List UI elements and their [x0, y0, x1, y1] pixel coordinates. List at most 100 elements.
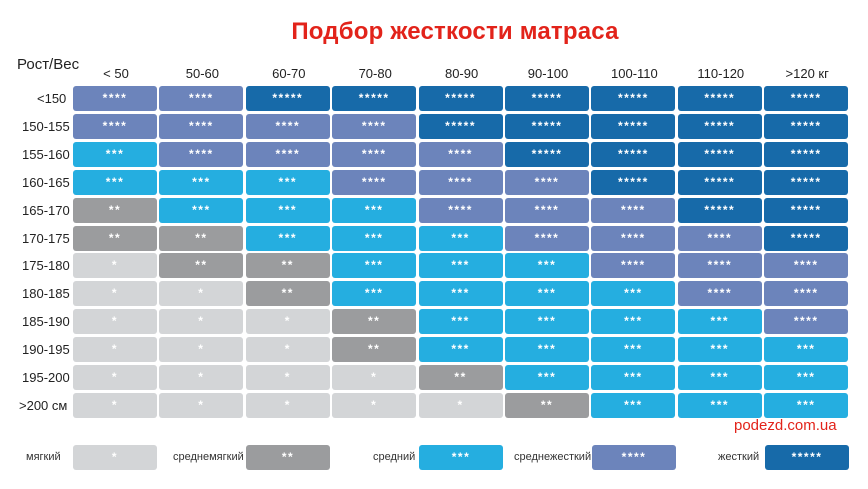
grid-cell: ***** — [764, 113, 849, 139]
grid-cell: ***** — [764, 141, 849, 167]
grid-cell: **** — [418, 197, 503, 223]
grid-cell: ** — [332, 309, 417, 335]
grid-cell: ***** — [591, 141, 676, 167]
grid-cell: * — [245, 365, 330, 390]
row-header: 155-160 — [22, 146, 70, 162]
legend-label: жесткий — [718, 451, 760, 463]
grid-cell: **** — [591, 253, 676, 279]
grid-cell: * — [332, 392, 417, 418]
grid-cell: *** — [418, 309, 503, 335]
corner-label: Рост/Вес — [17, 56, 80, 73]
grid-cell: *** — [245, 197, 330, 223]
grid-cell: *** — [764, 365, 849, 390]
grid-cell: * — [159, 337, 244, 363]
grid-cell: **** — [245, 113, 330, 139]
grid-cell: * — [73, 253, 157, 279]
grid-cell: ***** — [677, 169, 762, 195]
chart-title: Подбор жесткости матраса — [291, 18, 619, 45]
grid-cell: ** — [418, 365, 503, 390]
grid-cell: *** — [418, 225, 503, 251]
legend-swatch: ** — [246, 445, 330, 470]
grid-cell: ***** — [677, 197, 762, 223]
grid-cell: ***** — [591, 169, 676, 195]
column-header: 90-100 — [527, 66, 569, 81]
grid-cell: *** — [245, 225, 330, 251]
legend-label: средний — [373, 451, 416, 463]
column-header: 110-120 — [697, 66, 745, 81]
grid-cell: **** — [505, 169, 589, 195]
grid-cell: **** — [764, 253, 849, 279]
grid-cell: * — [73, 365, 157, 390]
grid-cell: **** — [677, 253, 762, 279]
legend-swatch: * — [73, 445, 157, 470]
row-header: 185-190 — [22, 314, 70, 330]
grid-cell: *** — [73, 141, 157, 167]
grid-cell: ***** — [677, 113, 762, 139]
grid-cell: ***** — [764, 225, 849, 251]
grid-cell: *** — [418, 281, 503, 307]
row-header: 190-195 — [22, 342, 70, 358]
grid-cell: *** — [73, 169, 157, 195]
grid-cell: *** — [505, 253, 589, 279]
row-header: 195-200 — [22, 370, 70, 385]
source-label[interactable]: podezd.com.ua — [734, 417, 837, 434]
grid-cell: * — [332, 365, 417, 390]
grid-cell: *** — [591, 337, 676, 363]
grid-cell: **** — [505, 197, 589, 223]
grid-cell: ***** — [591, 113, 676, 139]
grid-cell: *** — [245, 169, 330, 195]
grid-cell: *** — [332, 253, 417, 279]
grid-cell: ** — [159, 253, 244, 279]
grid-cell: ** — [245, 281, 330, 307]
grid-cell: **** — [159, 113, 244, 139]
grid-cell: ***** — [505, 141, 589, 167]
grid-cell: **** — [245, 141, 330, 167]
legend-label: мягкий — [26, 451, 61, 463]
grid-cell: * — [159, 392, 244, 418]
grid-cell: *** — [764, 337, 849, 363]
grid-cell: ***** — [591, 86, 676, 111]
grid-cell: *** — [764, 392, 849, 418]
grid-cell: **** — [505, 225, 589, 251]
row-header: 165-170 — [22, 202, 70, 218]
grid-cell: ** — [505, 392, 589, 418]
grid-cell: **** — [159, 86, 244, 111]
grid-cell: *** — [332, 197, 417, 223]
grid-cell: ** — [245, 253, 330, 279]
grid-cell: * — [159, 309, 244, 335]
grid-cell: * — [73, 392, 157, 418]
grid-cell: *** — [505, 281, 589, 307]
grid-cell: ***** — [764, 86, 849, 111]
grid-cell: **** — [591, 225, 676, 251]
grid-cell: *** — [677, 365, 762, 390]
row-header: 175-180 — [22, 258, 70, 274]
legend-swatch: *** — [419, 445, 503, 470]
grid-cell: **** — [332, 141, 417, 167]
legend-swatch: **** — [592, 445, 676, 470]
grid-cell: ***** — [245, 86, 330, 111]
row-header: 180-185 — [22, 286, 70, 302]
grid-cell: * — [159, 281, 244, 307]
legend-label: среднемягкий — [173, 451, 244, 463]
grid-cell: *** — [677, 392, 762, 418]
column-header: 50-60 — [185, 66, 220, 81]
grid-cell: * — [73, 309, 157, 335]
legend-label: среднежесткий — [514, 451, 592, 463]
grid-cell: *** — [332, 281, 417, 307]
row-header: <150 — [37, 91, 67, 106]
grid-cell: * — [73, 281, 157, 307]
grid-cell: ***** — [505, 86, 589, 111]
grid-cell: * — [245, 309, 330, 335]
grid-cell: *** — [591, 392, 676, 418]
grid-cell: *** — [505, 337, 589, 363]
column-header: < 50 — [103, 66, 129, 81]
grid-cell: *** — [159, 169, 244, 195]
grid-cell: *** — [159, 197, 244, 223]
grid-cell: *** — [505, 309, 589, 335]
grid-cell: * — [418, 392, 503, 418]
grid-cell: ** — [73, 197, 157, 223]
grid-cell: * — [245, 392, 330, 418]
grid-cell: ***** — [677, 86, 762, 111]
column-header: 70-80 — [358, 66, 392, 81]
grid-cell: ***** — [764, 197, 849, 223]
